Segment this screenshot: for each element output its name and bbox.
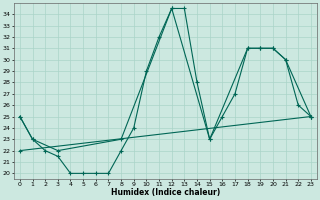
X-axis label: Humidex (Indice chaleur): Humidex (Indice chaleur) <box>111 188 220 197</box>
